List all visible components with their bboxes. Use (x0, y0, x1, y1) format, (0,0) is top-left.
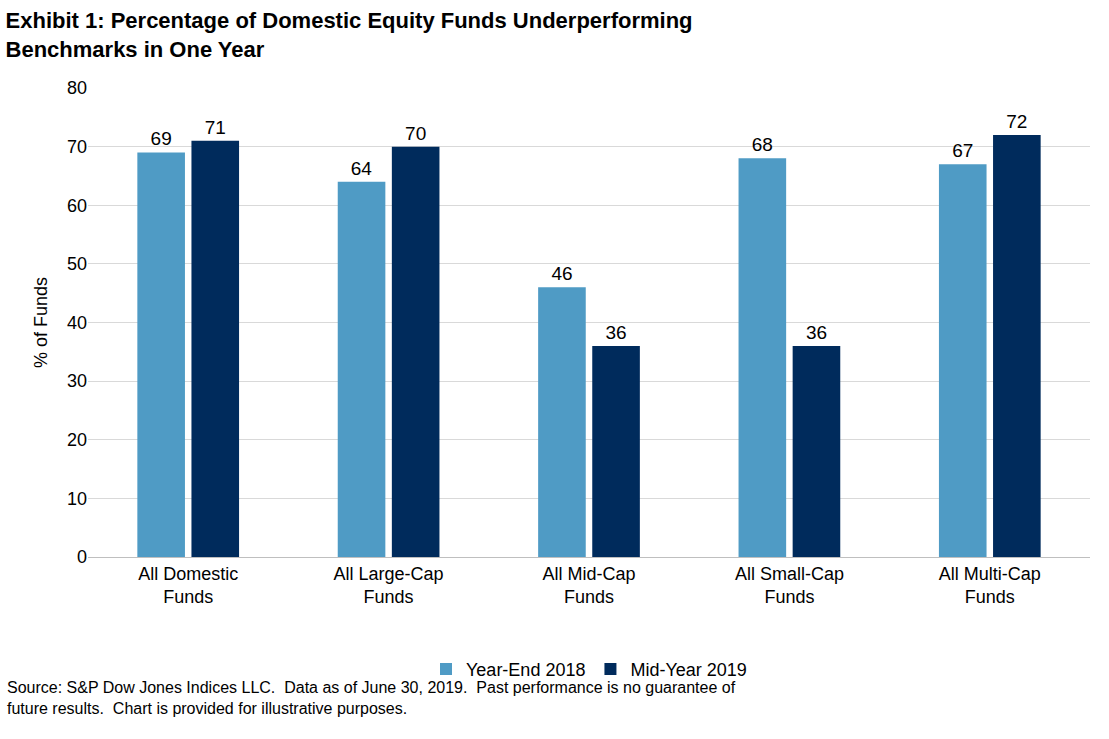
svg-text:Source: S&P Dow Jones Indices: Source: S&P Dow Jones Indices LLC. Data … (7, 679, 736, 717)
svg-text:All Small-CapFunds: All Small-CapFunds (735, 564, 844, 607)
svg-text:68: 68 (752, 134, 773, 155)
svg-text:60: 60 (67, 196, 87, 216)
svg-text:69: 69 (151, 128, 172, 149)
svg-text:71: 71 (205, 117, 226, 138)
svg-text:46: 46 (551, 263, 572, 284)
svg-text:Year-End 2018: Year-End 2018 (466, 660, 585, 680)
svg-text:20: 20 (67, 430, 87, 450)
svg-text:0: 0 (77, 547, 87, 567)
svg-text:67: 67 (952, 140, 973, 161)
svg-text:70: 70 (67, 137, 87, 157)
svg-text:80: 80 (67, 78, 87, 98)
svg-text:36: 36 (806, 322, 827, 343)
svg-text:Mid-Year 2019: Mid-Year 2019 (630, 660, 746, 680)
svg-text:Exhibit 1: Percentage of Domes: Exhibit 1: Percentage of Domestic Equity… (6, 8, 693, 62)
svg-text:All DomesticFunds: All DomesticFunds (138, 564, 238, 607)
svg-text:36: 36 (605, 322, 626, 343)
svg-text:10: 10 (67, 489, 87, 509)
svg-text:50: 50 (67, 254, 87, 274)
svg-text:All Multi-CapFunds: All Multi-CapFunds (939, 564, 1041, 607)
svg-text:All Large-CapFunds: All Large-CapFunds (334, 564, 444, 607)
svg-text:40: 40 (67, 313, 87, 333)
svg-text:30: 30 (67, 371, 87, 391)
svg-text:72: 72 (1006, 111, 1027, 132)
svg-text:70: 70 (405, 123, 426, 144)
svg-text:% of Funds: % of Funds (31, 277, 51, 368)
svg-text:All Mid-CapFunds: All Mid-CapFunds (542, 564, 635, 607)
svg-text:64: 64 (351, 158, 373, 179)
